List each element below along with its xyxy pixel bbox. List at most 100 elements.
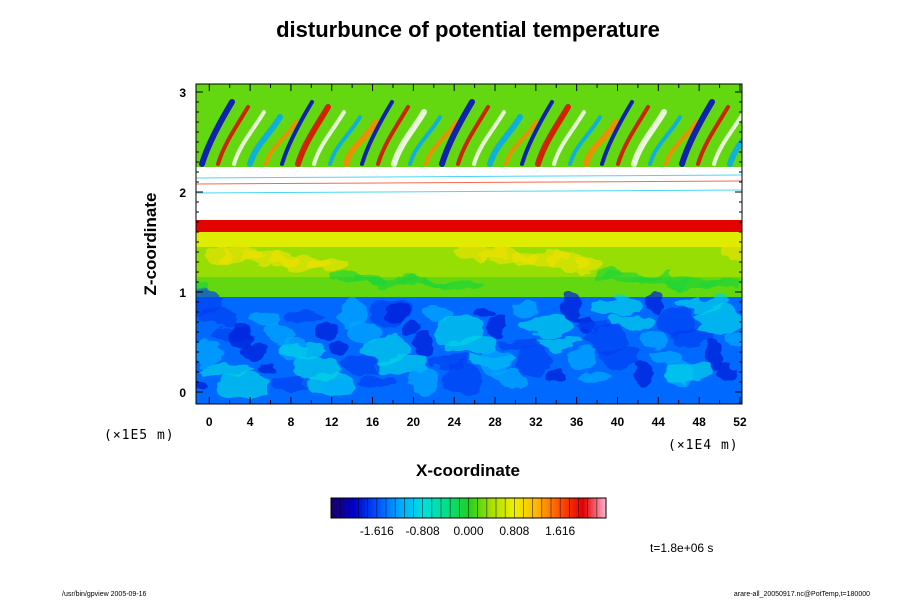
x-tick-label: 52 [733,415,747,429]
wave-stripe [535,104,571,167]
colorbar-tick-label: 0.808 [499,524,529,538]
wave-stripe [439,99,475,167]
turbulence-blob [480,348,510,376]
turbulence-blob [416,332,436,360]
y-tick-label: 1 [179,286,186,300]
turbulence-blob [434,315,484,343]
turbulence-blob [388,304,408,324]
wave-stripe [696,105,730,166]
turbulence-blob [508,303,538,315]
y-axis-label: Z-coordinate [141,193,160,296]
turbulence-blob [632,360,652,388]
wave-stripe [199,99,235,167]
streak-line [196,180,742,185]
turbulence-blob [322,378,352,390]
turbulence-blob [692,306,742,334]
wave-stripe [408,115,442,166]
x-tick-label: 32 [529,415,543,429]
y-scale-label: (×1E5 m) [104,428,175,443]
mixing-blob [453,245,505,261]
wave-stripe [664,120,698,166]
wave-stripe [679,99,715,167]
turbulence-blob [534,336,584,348]
wave-stripe [712,111,742,166]
x-tick-label: 24 [448,415,462,429]
turbulence-blob [586,327,626,355]
turbulence-blob [664,363,714,383]
x-tick-label: 0 [206,415,213,429]
x-tick-label: 12 [325,415,339,429]
x-tick-label: 8 [288,415,295,429]
turbulence-blob [592,297,642,317]
turbulence-blob [342,356,382,376]
wave-stripe [328,115,362,166]
mixing-blob [203,246,231,262]
heatmap-band-4 [196,220,742,232]
turbulence-blob [724,331,742,343]
heatmap-band-3 [196,232,742,247]
y-tick-label: 2 [179,186,186,200]
turbulence-blob [402,324,422,336]
x-scale-label: (×1E4 m) [668,438,739,453]
turbulence-blob [362,334,412,362]
wave-stripe [583,119,619,167]
turbulence-blob [336,301,366,329]
plot-frame [195,83,743,405]
wave-stripe [616,105,650,166]
x-tick-label: 16 [366,415,380,429]
turbulence-blob [244,342,264,362]
wave-stripe [648,115,682,166]
turbulence-blob [408,367,438,395]
colorbar-tick-label: -1.616 [360,524,394,538]
wave-stripe [216,105,250,166]
turbulence-blob [330,343,350,355]
colorbar-frame [330,497,607,519]
mixing-blob [196,282,210,292]
x-tick-label: 44 [652,415,666,429]
turbulence-blob [284,310,324,322]
x-tick-label: 40 [611,415,625,429]
turbulence-blob [196,289,224,317]
mixing-blob [721,244,742,260]
turbulence-blob [230,322,250,350]
turbulence-blob [196,339,222,367]
x-axis-label: X-coordinate [416,461,520,480]
turbulence-blob [718,361,738,381]
turbulence-blob [638,330,668,350]
wave-stripe [552,110,586,166]
turbulence-blob [356,376,396,388]
turbulence-blob [258,362,278,374]
turbulence-blob [678,298,728,310]
turbulence-blob [442,365,482,393]
turbulence-blob [316,323,336,343]
wave-stripe [631,109,667,167]
turbulence-blob [704,341,724,369]
x-tick-label: 48 [692,415,706,429]
streak-line [196,174,742,179]
colorbar-tick-label: 0.000 [453,524,483,538]
y-tick-label: 3 [179,86,186,100]
x-tick-label: 20 [407,415,421,429]
turbulence-blob [520,316,570,336]
turbulence-blob [428,357,468,369]
x-tick-label: 28 [488,415,502,429]
wave-stripe [280,100,314,166]
wave-pattern [196,99,742,194]
chart-title: disturbunce of potential temperature [276,17,660,42]
colorbar-tick-label: -0.808 [406,524,440,538]
wave-stripe [343,119,379,167]
wave-stripe [232,110,266,166]
wave-stripe [487,114,523,167]
wave-stripe [376,105,410,166]
turbulence-blob [566,349,596,369]
turbulence-blob [290,353,340,381]
wave-stripe [568,115,602,166]
wave-stripe [472,110,506,166]
turbulence-blob [560,294,580,322]
wave-stripe [391,109,427,167]
wave-stripe [295,104,331,167]
wave-stripe [520,100,554,166]
turbulence-blob [546,371,566,383]
turbulence-blob [422,302,452,322]
